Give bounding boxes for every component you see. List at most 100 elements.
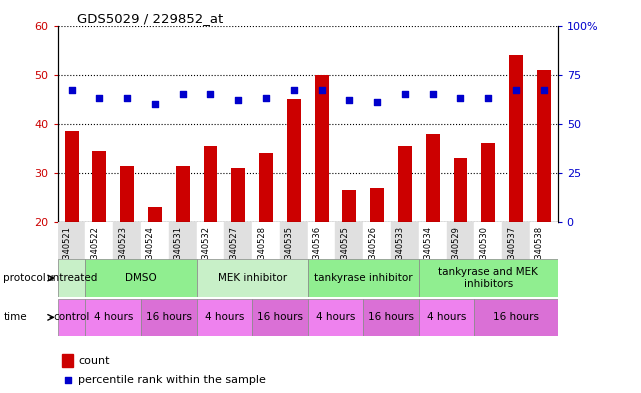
Text: 16 hours: 16 hours	[368, 312, 414, 322]
Bar	[474, 299, 558, 336]
Point	[205, 91, 215, 97]
Bar	[141, 299, 197, 336]
Point	[400, 91, 410, 97]
Bar	[308, 259, 419, 297]
Bar	[85, 259, 197, 297]
Text: 4 hours: 4 hours	[204, 312, 244, 322]
Bar	[391, 222, 419, 297]
Bar	[419, 259, 558, 297]
Text: 4 hours: 4 hours	[427, 312, 466, 322]
Text: GSM1340534: GSM1340534	[424, 226, 433, 282]
Text: 16 hours: 16 hours	[257, 312, 303, 322]
Text: GSM1340536: GSM1340536	[313, 226, 322, 282]
Text: GSM1340523: GSM1340523	[118, 226, 127, 282]
Bar	[453, 158, 467, 222]
Bar	[509, 55, 523, 222]
Bar	[252, 299, 308, 336]
Bar	[530, 222, 558, 297]
Bar	[58, 259, 85, 297]
Bar	[287, 99, 301, 222]
Bar	[121, 165, 134, 222]
Point	[428, 91, 438, 97]
Text: GSM1340526: GSM1340526	[368, 226, 377, 282]
Point	[511, 87, 521, 94]
Text: GSM1340529: GSM1340529	[451, 226, 460, 282]
Text: GSM1340522: GSM1340522	[90, 226, 99, 282]
Text: GSM1340524: GSM1340524	[146, 226, 155, 282]
Text: percentile rank within the sample: percentile rank within the sample	[78, 375, 266, 386]
Point	[344, 97, 354, 103]
Text: tankyrase inhibitor: tankyrase inhibitor	[314, 273, 413, 283]
Point	[178, 91, 188, 97]
Text: GSM1340521: GSM1340521	[63, 226, 72, 282]
Bar	[419, 222, 447, 297]
Point	[122, 95, 132, 101]
Bar	[113, 222, 141, 297]
Bar	[537, 70, 551, 222]
Text: untreated: untreated	[46, 273, 97, 283]
Text: 4 hours: 4 hours	[316, 312, 355, 322]
Bar	[315, 75, 328, 222]
Bar	[308, 222, 335, 297]
Text: GSM1340531: GSM1340531	[174, 226, 183, 282]
Point	[483, 95, 494, 101]
Text: 4 hours: 4 hours	[94, 312, 133, 322]
Bar	[197, 299, 252, 336]
Text: GSM1340535: GSM1340535	[285, 226, 294, 282]
Bar	[474, 222, 502, 297]
Bar	[148, 207, 162, 222]
Bar	[224, 222, 252, 297]
Bar	[141, 222, 169, 297]
Bar	[58, 222, 85, 297]
Bar	[426, 134, 440, 222]
Text: DMSO: DMSO	[125, 273, 157, 283]
Bar	[197, 222, 224, 297]
Point	[94, 95, 104, 101]
Bar	[169, 222, 197, 297]
Bar	[231, 168, 245, 222]
Point	[538, 87, 549, 94]
Bar	[419, 299, 474, 336]
Point	[317, 87, 327, 94]
Point	[372, 99, 382, 105]
Point	[233, 97, 244, 103]
Text: tankyrase and MEK
inhibitors: tankyrase and MEK inhibitors	[438, 267, 538, 289]
Text: GSM1340530: GSM1340530	[479, 226, 488, 282]
Point	[455, 95, 465, 101]
Bar	[204, 146, 217, 222]
Text: count: count	[78, 356, 110, 366]
Point	[62, 377, 72, 384]
Bar	[85, 299, 141, 336]
Bar	[370, 187, 384, 222]
Bar	[335, 222, 363, 297]
Bar	[398, 146, 412, 222]
Bar	[280, 222, 308, 297]
Bar	[85, 222, 113, 297]
Bar	[58, 299, 85, 336]
Bar	[502, 222, 530, 297]
Text: GDS5029 / 229852_at: GDS5029 / 229852_at	[77, 12, 223, 25]
Text: GSM1340538: GSM1340538	[535, 226, 544, 282]
Bar	[252, 222, 280, 297]
Bar	[197, 259, 308, 297]
Text: time: time	[3, 312, 27, 322]
Text: MEK inhibitor: MEK inhibitor	[217, 273, 287, 283]
Point	[288, 87, 299, 94]
Bar	[62, 354, 73, 367]
Point	[150, 101, 160, 107]
Bar	[259, 153, 273, 222]
Point	[261, 95, 271, 101]
Text: GSM1340525: GSM1340525	[340, 226, 349, 282]
Bar	[176, 165, 190, 222]
Text: 16 hours: 16 hours	[493, 312, 539, 322]
Text: GSM1340527: GSM1340527	[229, 226, 238, 282]
Bar	[363, 299, 419, 336]
Text: control: control	[53, 312, 90, 322]
Bar	[447, 222, 474, 297]
Bar	[65, 131, 79, 222]
Bar	[342, 190, 356, 222]
Bar	[363, 222, 391, 297]
Bar	[481, 143, 495, 222]
Text: GSM1340533: GSM1340533	[396, 226, 405, 282]
Text: GSM1340532: GSM1340532	[201, 226, 210, 282]
